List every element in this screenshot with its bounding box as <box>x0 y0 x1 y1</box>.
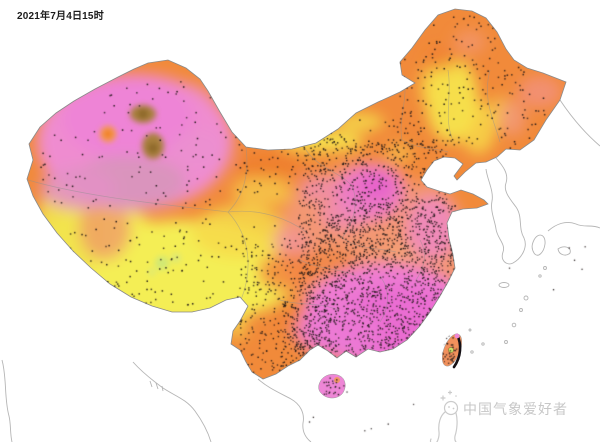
jeju-island-outline <box>498 282 510 288</box>
russia-coast-outline <box>559 99 600 147</box>
taiwan-island <box>441 333 463 369</box>
ryukyu-islands <box>468 295 529 354</box>
watermark-text: 中国气象爱好者 <box>463 401 568 417</box>
mascot-logo <box>429 390 459 442</box>
timestamp-label: 2021年7月4日15时 <box>17 11 104 22</box>
korea-outline <box>485 157 526 265</box>
japan-kyushu-outline <box>531 234 546 256</box>
taiwan-cool-spot <box>448 347 454 353</box>
ganges-delta-marks <box>149 380 164 392</box>
hainan-island <box>318 374 346 399</box>
india-bangladesh-coast-outline <box>132 361 212 442</box>
indochina-coast-outline <box>257 378 312 442</box>
japan-honshu-outline <box>547 221 600 232</box>
japan-shikoku-outline <box>557 246 571 256</box>
india-west-line <box>1 359 13 442</box>
